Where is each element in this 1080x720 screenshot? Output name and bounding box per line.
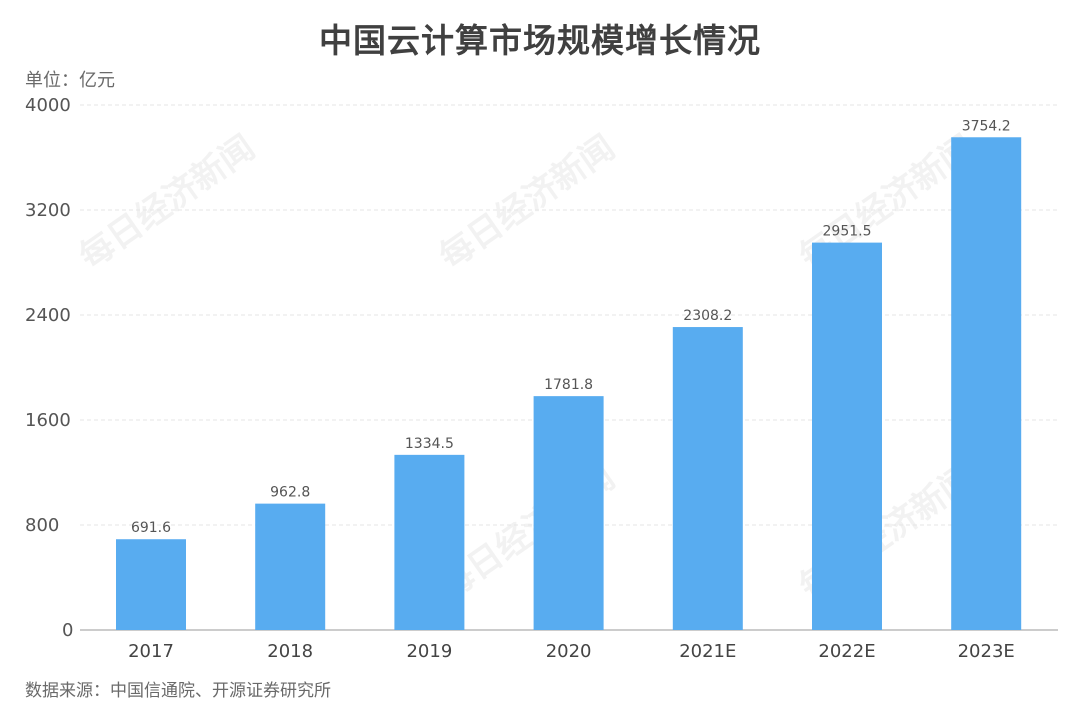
y-tick-label: 800	[25, 515, 59, 536]
bar-2020	[533, 396, 604, 630]
data-label: 962.8	[270, 485, 310, 501]
data-label: 3754.2	[962, 118, 1011, 134]
x-tick-label: 2020	[546, 641, 592, 662]
bar-2023E	[951, 137, 1022, 631]
bar-2017	[116, 539, 186, 630]
data-label: 1334.5	[405, 436, 454, 452]
y-tick-label: 4000	[25, 95, 71, 116]
bar-2019	[394, 454, 465, 630]
bar-2021E	[672, 327, 743, 630]
watermark-text: 每日经济新闻	[72, 128, 262, 278]
data-label: 691.6	[131, 520, 171, 536]
chart-title: 中国云计算市场规模增长情况	[319, 21, 761, 60]
data-label: 1781.8	[544, 377, 593, 393]
y-tick-label: 1600	[25, 410, 71, 431]
x-tick-label: 2022E	[818, 641, 875, 662]
x-tick-label: 2018	[267, 641, 313, 662]
data-label: 2308.2	[683, 308, 732, 324]
source-note: 数据来源：中国信通院、开源证券研究所	[25, 681, 331, 701]
x-tick-label: 2017	[128, 641, 174, 662]
x-tick-label: 2021E	[679, 641, 736, 662]
data-label: 2951.5	[823, 224, 872, 240]
x-tick-label: 2019	[406, 641, 452, 662]
unit-label: 单位：亿元	[25, 70, 115, 91]
watermark-text: 每日经济新闻	[432, 128, 622, 278]
x-tick-label: 2023E	[958, 641, 1015, 662]
y-tick-label: 3200	[25, 200, 71, 221]
bar-2018	[255, 503, 326, 630]
bar-2022E	[812, 242, 882, 630]
y-tick-label: 0	[62, 620, 73, 641]
y-tick-label: 2400	[25, 305, 71, 326]
